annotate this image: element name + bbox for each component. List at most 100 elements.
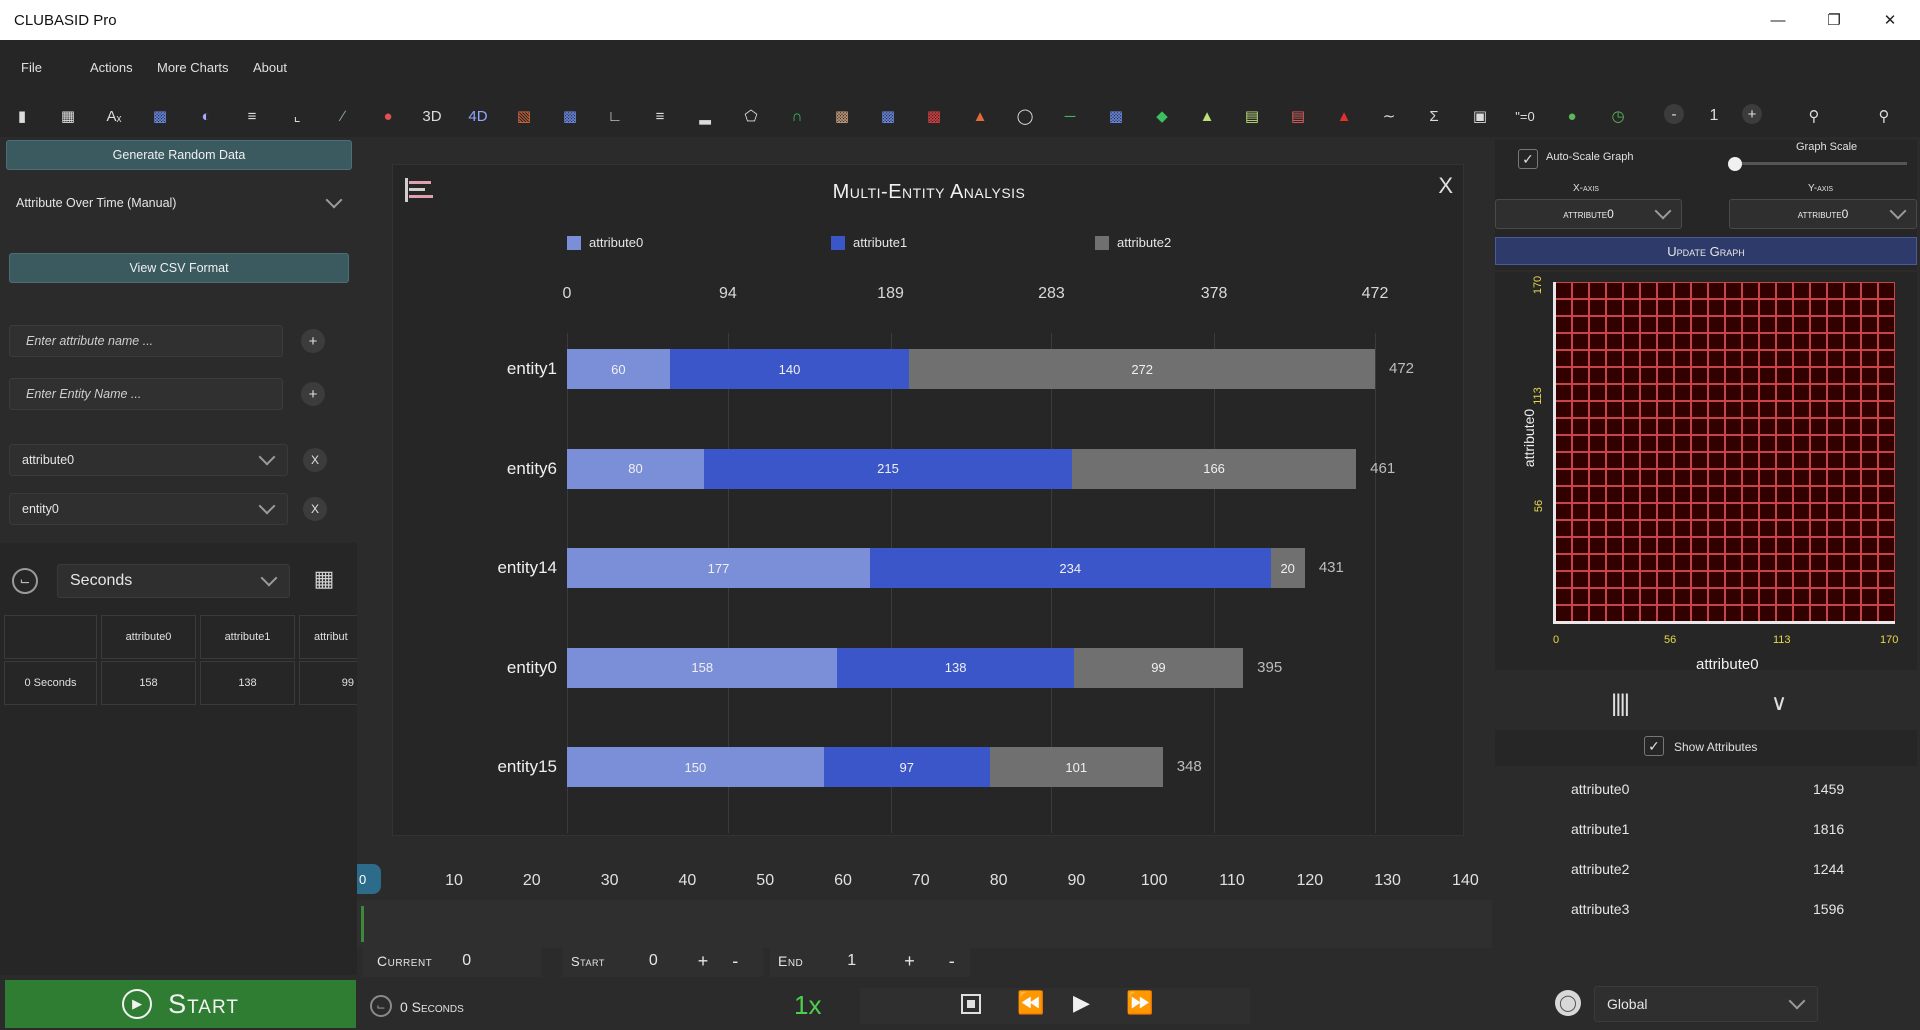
table-cell[interactable]: 0 Seconds: [4, 661, 97, 705]
bars-red-icon[interactable]: ▩: [926, 108, 942, 125]
menu-actions[interactable]: Actions: [90, 60, 133, 75]
zoom-increase-button[interactable]: +: [1742, 104, 1762, 124]
scope-dropdown[interactable]: Global: [1594, 986, 1818, 1022]
zoom-out-icon[interactable]: ⚲: [1878, 108, 1890, 125]
play-icon[interactable]: ▶: [1073, 990, 1090, 1015]
end-increment-button[interactable]: +: [904, 950, 915, 971]
3d-chart-icon[interactable]: 3D: [422, 107, 442, 125]
sum-icon[interactable]: Σ: [1429, 107, 1439, 125]
axis-icon[interactable]: Aₓ: [106, 107, 122, 125]
bar-segment[interactable]: 166: [1072, 448, 1357, 489]
end-value[interactable]: 1: [847, 952, 857, 969]
bar-segment[interactable]: 177: [567, 548, 870, 588]
table-cell[interactable]: 138: [200, 661, 295, 705]
image-icon[interactable]: ▣: [1472, 108, 1488, 125]
graph-scale-slider[interactable]: [1735, 162, 1907, 165]
remove-attribute-button[interactable]: X: [303, 448, 327, 472]
show-attributes-checkbox[interactable]: ✓: [1644, 736, 1664, 756]
minimize-icon[interactable]: —: [1770, 11, 1786, 29]
zoom-in-icon[interactable]: ⚲: [1808, 108, 1820, 125]
bar-segment[interactable]: 20: [1270, 548, 1305, 588]
bar-segment[interactable]: 140: [669, 349, 910, 389]
restore-icon[interactable]: ❐: [1827, 12, 1841, 29]
generate-random-data-button[interactable]: Generate Random Data: [6, 140, 352, 170]
add-entity-button[interactable]: +: [301, 382, 325, 406]
legend-item[interactable]: attribute1: [831, 235, 907, 250]
hbar-chart-icon[interactable]: ≡: [247, 107, 257, 125]
update-graph-button[interactable]: Update Graph: [1495, 237, 1917, 265]
bar-segment[interactable]: 272: [909, 349, 1375, 389]
bar-segment[interactable]: 138: [837, 647, 1074, 688]
table-cell[interactable]: 99: [299, 661, 357, 705]
autoscale-checkbox[interactable]: ✓: [1518, 149, 1538, 169]
graph-scale-handle[interactable]: [1728, 157, 1742, 171]
bar-chart-icon[interactable]: ▩: [152, 108, 168, 125]
remove-entity-button[interactable]: X: [303, 497, 327, 521]
clock-icon[interactable]: ◷: [1611, 108, 1625, 125]
grid-icon[interactable]: ▦: [60, 108, 76, 125]
entity-select[interactable]: entity0: [9, 493, 288, 525]
bubble-chart-icon[interactable]: ●: [383, 107, 393, 125]
table-cell[interactable]: 158: [101, 661, 196, 705]
start-button[interactable]: ▶ Start: [5, 980, 356, 1028]
y-axis-dropdown[interactable]: attribute0: [1729, 199, 1917, 229]
add-attribute-button[interactable]: +: [301, 329, 325, 353]
bar-segment[interactable]: 101: [989, 747, 1163, 787]
timeline-marker[interactable]: 0: [357, 864, 381, 894]
align-chart-icon[interactable]: ≡: [655, 107, 665, 125]
scatter-view-icon[interactable]: ∨: [1771, 690, 1788, 715]
bar-segment[interactable]: 234: [870, 548, 1271, 588]
diamond-icon[interactable]: ◆: [1156, 108, 1168, 125]
attribute-select[interactable]: attribute0: [9, 444, 288, 476]
sheet-icon[interactable]: ▤: [1244, 108, 1260, 125]
pie-chart-icon[interactable]: ◐: [201, 107, 211, 125]
new-file-icon[interactable]: ▮: [17, 108, 27, 125]
timeline-track[interactable]: [357, 900, 1492, 948]
attribute-row[interactable]: attribute1 1816: [1495, 811, 1917, 849]
bar-segment[interactable]: 60: [567, 349, 670, 389]
arc-chart-icon[interactable]: ∩: [791, 107, 803, 125]
stop-icon[interactable]: [961, 994, 981, 1014]
calendar-icon[interactable]: ▦: [313, 566, 335, 591]
map-icon[interactable]: ▲: [1199, 107, 1215, 125]
bar-segment[interactable]: 99: [1073, 647, 1244, 688]
mode-dropdown[interactable]: Attribute Over Time (Manual): [4, 185, 354, 221]
start-increment-button[interactable]: +: [697, 950, 709, 971]
close-chart-button[interactable]: X: [1438, 173, 1453, 198]
range-icon[interactable]: ─: [1064, 107, 1076, 125]
view-csv-button[interactable]: View CSV Format: [9, 253, 349, 283]
equals-zero-icon[interactable]: "=0: [1515, 108, 1535, 124]
pattern-icon[interactable]: ▩: [834, 108, 850, 125]
column-view-icon[interactable]: ||||: [1611, 690, 1630, 717]
bar-segment[interactable]: 80: [567, 448, 704, 489]
entity-name-input[interactable]: Enter Entity Name ...: [9, 378, 283, 410]
color-wheel-icon[interactable]: ●: [1567, 107, 1577, 125]
menu-about[interactable]: About: [253, 60, 287, 75]
start-decrement-button[interactable]: -: [732, 950, 739, 971]
playback-speed[interactable]: 1x: [794, 990, 822, 1020]
bars-blue-icon[interactable]: ▩: [880, 108, 896, 125]
column-chart-icon[interactable]: ▩: [562, 108, 578, 125]
menu-file[interactable]: File: [21, 60, 42, 75]
step-chart-icon[interactable]: ⌞: [293, 108, 301, 125]
axis-chart-icon[interactable]: ∟: [607, 107, 623, 125]
donut-icon[interactable]: ◯: [1016, 108, 1034, 125]
rewind-icon[interactable]: ⏪: [1017, 990, 1045, 1015]
time-unit-dropdown[interactable]: Seconds: [57, 564, 290, 598]
zoom-decrease-button[interactable]: -: [1664, 104, 1684, 124]
pdf-icon[interactable]: ▲: [1336, 107, 1352, 125]
bar-segment[interactable]: 150: [567, 747, 824, 787]
radar-chart-icon[interactable]: ⬠: [744, 108, 758, 125]
line-chart-icon[interactable]: ∕: [341, 107, 345, 125]
timeline-cursor[interactable]: [361, 906, 364, 942]
pyramid-icon[interactable]: ▲: [972, 107, 988, 125]
start-value[interactable]: 0: [648, 952, 658, 969]
x-axis-dropdown[interactable]: attribute0: [1495, 199, 1682, 229]
fast-forward-icon[interactable]: ⏩: [1126, 990, 1154, 1015]
attribute-row[interactable]: attribute3 1596: [1495, 891, 1917, 929]
attribute-name-input[interactable]: Enter attribute name ...: [9, 325, 283, 357]
bar-segment[interactable]: 97: [823, 747, 990, 787]
legend-item[interactable]: attribute0: [567, 235, 643, 250]
histogram-icon[interactable]: ▂: [699, 108, 711, 125]
attribute-row[interactable]: attribute0 1459: [1495, 771, 1917, 809]
